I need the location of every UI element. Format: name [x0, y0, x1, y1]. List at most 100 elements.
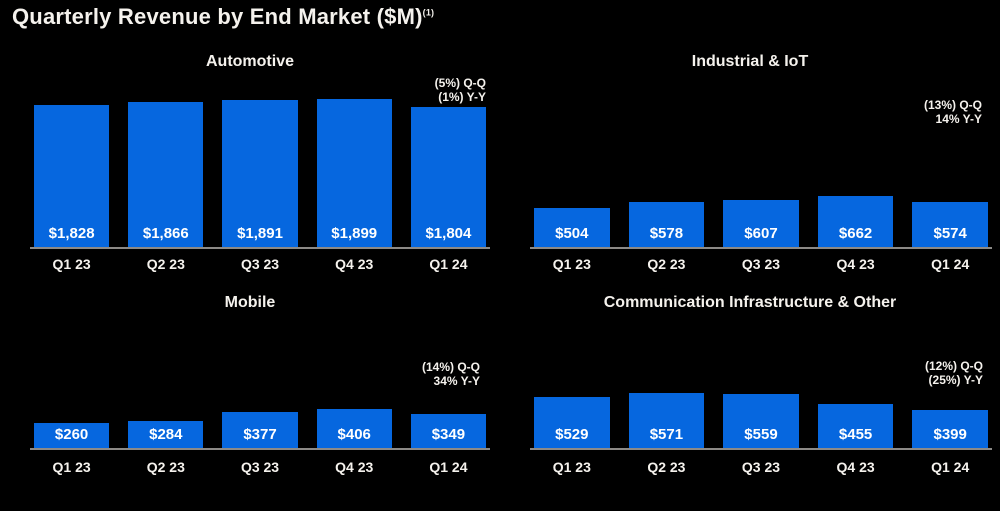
qoq-yoy-annotation: (13%) Q-Q 14% Y-Y: [923, 98, 982, 126]
bar: $1,804: [410, 106, 487, 247]
plot-area: (13%) Q-Q 14% Y-Y $504 $578 $607 $662 $574: [530, 75, 992, 247]
chart-title: Communication Infrastructure & Other: [603, 294, 897, 311]
x-tick-label: Q3 23: [741, 459, 781, 475]
bars: $504 $578 $607 $662 $574: [530, 75, 992, 247]
chart-title: Automotive: [206, 53, 294, 70]
yoy-change: (25%) Y-Y: [928, 372, 983, 387]
plot-wrap: (5%) Q-Q (1%) Y-Y $1,828 $1,866 $1,891 $1,8…: [30, 75, 490, 272]
bar: $1,891: [222, 99, 298, 247]
x-axis-line: [30, 448, 490, 450]
chart-mobile: Mobile (14%) Q-Q 34% Y-Y $260 $284 $377 $40…: [0, 280, 500, 511]
bar-value-label: $284: [149, 426, 183, 443]
bars: $529 $571 $559 $455 $399: [530, 360, 992, 448]
x-tick-label: Q1 24: [931, 256, 970, 272]
qoq-change: (14%) Q-Q: [421, 360, 480, 374]
bar: $399: [912, 409, 988, 448]
x-tick-label: Q2 23: [647, 256, 686, 272]
bar-value-label: $406: [337, 426, 371, 443]
x-axis-labels: Q1 23 Q2 23 Q3 23 Q4 23 Q1 24: [30, 256, 490, 272]
bar: $504: [534, 207, 610, 247]
plot-area: (14%) Q-Q 34% Y-Y $260 $284 $377 $406 $349: [30, 360, 490, 448]
plot-area: (5%) Q-Q (1%) Y-Y $1,828 $1,866 $1,891 $1,8…: [30, 75, 490, 247]
bar: $377: [222, 411, 298, 448]
bar: $1,866: [128, 101, 204, 247]
charts-grid: Automotive (5%) Q-Q (1%) Y-Y $1,828 $1,86…: [0, 44, 1000, 511]
yoy-change: (1%) Y-Y: [438, 89, 486, 104]
chart-title: Mobile: [224, 294, 276, 311]
x-tick-label: Q2 23: [647, 459, 686, 475]
x-tick-label: Q2 23: [146, 256, 185, 272]
x-tick-label: Q3 23: [741, 256, 781, 272]
x-axis-line: [530, 247, 992, 249]
chart-comm-infrastructure-other: Communication Infrastructure & Other (12…: [500, 280, 1000, 511]
x-tick-label: Q3 23: [240, 256, 280, 272]
bar-value-label: $662: [838, 225, 873, 242]
bar: $607: [723, 199, 799, 247]
x-tick-label: Q4 23: [836, 256, 875, 272]
bar-value-label: $377: [243, 426, 277, 443]
chart-title: Industrial & IoT: [691, 53, 809, 70]
x-axis-line: [530, 448, 992, 450]
bar: $571: [628, 393, 705, 448]
bar: $529: [534, 397, 610, 448]
x-tick-label: Q4 23: [335, 459, 374, 475]
yoy-change: 34% Y-Y: [433, 373, 480, 388]
x-tick-label: Q1 24: [429, 459, 468, 475]
qoq-change: (12%) Q-Q: [924, 359, 983, 373]
bar-value-label: $349: [431, 426, 466, 443]
bar-value-label: $399: [933, 426, 967, 443]
bar-value-label: $504: [555, 225, 589, 242]
bar-value-label: $578: [649, 225, 684, 242]
bar: $559: [723, 394, 799, 448]
bar-value-label: $1,804: [425, 225, 472, 242]
bar-value-label: $607: [744, 225, 778, 242]
bar: $284: [128, 420, 204, 448]
bar: $578: [628, 202, 705, 247]
chart-industrial-iot: Industrial & IoT (13%) Q-Q 14% Y-Y $504 $…: [500, 44, 1000, 280]
bar-value-label: $529: [555, 426, 589, 443]
chart-automotive: Automotive (5%) Q-Q (1%) Y-Y $1,828 $1,86…: [0, 44, 500, 280]
plot-wrap: (12%) Q-Q (25%) Y-Y $529 $571 $559 $455 $399…: [530, 359, 992, 475]
bar-value-label: $1,891: [237, 225, 283, 242]
bar-value-label: $1,828: [48, 225, 95, 242]
x-axis-labels: Q1 23 Q2 23 Q3 23 Q4 23 Q1 24: [530, 459, 992, 475]
x-tick-label: Q1 23: [552, 256, 591, 272]
bars: $1,828 $1,866 $1,891 $1,899 $1,804: [30, 75, 490, 247]
bars: $260 $284 $377 $406 $349: [30, 360, 490, 448]
x-axis-labels: Q1 23 Q2 23 Q3 23 Q4 23 Q1 24: [530, 256, 992, 272]
bar: $349: [410, 414, 487, 448]
bar-value-label: $559: [744, 426, 778, 443]
qoq-change: (5%) Q-Q: [434, 76, 486, 90]
qoq-yoy-annotation: (14%) Q-Q 34% Y-Y: [421, 360, 480, 388]
plot-wrap: (13%) Q-Q 14% Y-Y $504 $578 $607 $662 $574 Q…: [530, 75, 992, 272]
bar: $260: [34, 423, 110, 448]
x-tick-label: Q1 23: [552, 459, 591, 475]
bar: $406: [316, 408, 392, 448]
x-tick-label: Q1 24: [429, 256, 468, 272]
x-tick-label: Q3 23: [240, 459, 280, 475]
bar: $1,899: [316, 99, 392, 247]
bar-value-label: $574: [933, 225, 967, 242]
x-tick-label: Q1 23: [52, 459, 91, 475]
bar: $574: [912, 202, 988, 247]
yoy-change: 14% Y-Y: [935, 111, 982, 126]
x-tick-label: Q4 23: [836, 459, 875, 475]
page-title: Quarterly Revenue by End Market ($M)(1): [12, 4, 434, 30]
plot-area: (12%) Q-Q (25%) Y-Y $529 $571 $559 $455 $399: [530, 359, 992, 448]
bar: $1,828: [34, 104, 110, 247]
bar-value-label: $260: [54, 426, 89, 443]
bar-value-label: $1,899: [331, 225, 378, 242]
bar-value-label: $1,866: [142, 225, 189, 242]
x-tick-label: Q4 23: [335, 256, 374, 272]
bar-value-label: $571: [649, 426, 684, 443]
plot-wrap: (14%) Q-Q 34% Y-Y $260 $284 $377 $406 $349 Q…: [30, 360, 490, 475]
bar: $662: [817, 195, 894, 247]
x-axis-line: [30, 247, 490, 249]
qoq-change: (13%) Q-Q: [923, 98, 982, 112]
x-tick-label: Q2 23: [146, 459, 185, 475]
x-tick-label: Q1 24: [931, 459, 970, 475]
footnote-marker: (1): [422, 7, 435, 18]
x-tick-label: Q1 23: [52, 256, 91, 272]
qoq-yoy-annotation: (5%) Q-Q (1%) Y-Y: [434, 76, 486, 104]
